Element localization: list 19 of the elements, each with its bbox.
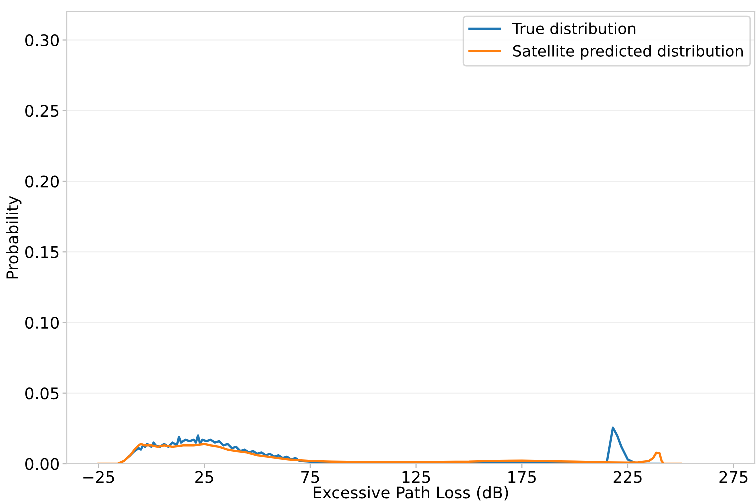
y-tick-label: 0.05 xyxy=(26,388,59,400)
x-axis-title: Excessive Path Loss (dB) xyxy=(314,486,508,501)
legend-label: True distribution xyxy=(512,22,636,35)
y-tick-label: 0.00 xyxy=(26,458,59,470)
line-series xyxy=(98,443,682,464)
x-tick-label: 175 xyxy=(508,471,536,484)
y-tick-label: 0.25 xyxy=(26,105,59,118)
y-tick-label: 0.20 xyxy=(26,176,59,188)
y-tick-label: 0.10 xyxy=(26,316,59,330)
x-tick-label: 225 xyxy=(614,471,642,484)
legend-label: Satellite predicted distribution xyxy=(513,45,744,60)
x-tick-label: 75 xyxy=(302,471,320,484)
y-tick-label: 0.30 xyxy=(26,34,59,47)
x-tick-label: 275 xyxy=(720,471,748,484)
x-tick-label: −25 xyxy=(84,471,114,484)
x-tick-label: 125 xyxy=(402,471,430,484)
y-tick-label: 0.15 xyxy=(26,246,59,258)
y-axis-title: Probability xyxy=(6,196,22,279)
x-tick-label: 25 xyxy=(196,471,214,484)
